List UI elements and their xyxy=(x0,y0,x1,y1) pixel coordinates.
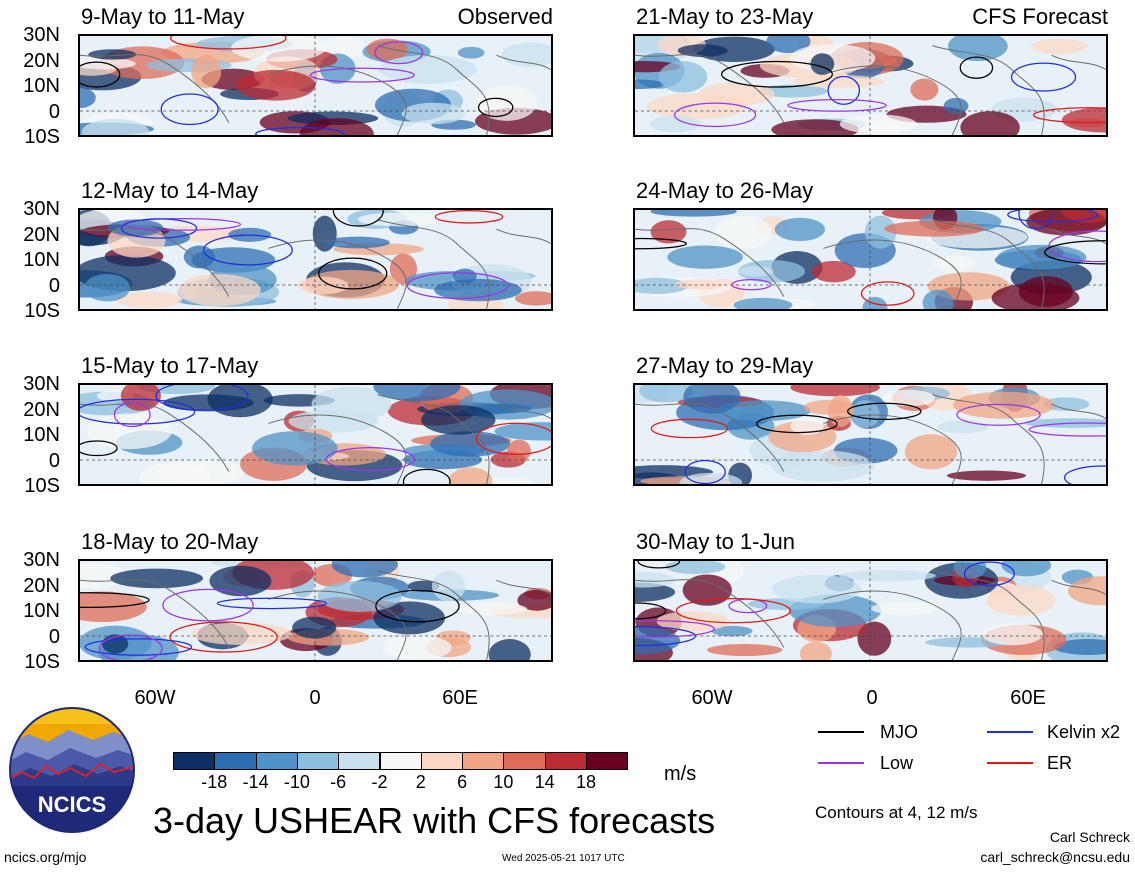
y-tick-label: 0 xyxy=(48,625,60,648)
y-tick-label: 10N xyxy=(23,75,60,97)
legend-mjo-line xyxy=(818,731,864,733)
legend-low-label: Low xyxy=(880,753,914,773)
y-tick-label: 30N xyxy=(23,373,60,395)
y-tick-label: 30N xyxy=(23,198,60,220)
y-tick-label: 10S xyxy=(24,300,60,322)
y-tick-label: 20N xyxy=(23,223,60,246)
author-name: Carl Schreck xyxy=(1049,829,1130,845)
y-tick-label: 10N xyxy=(23,424,60,446)
map-area xyxy=(633,208,1108,311)
legend-kelvin-line xyxy=(987,731,1033,733)
panel-title: 9-May to 11-May xyxy=(81,4,245,29)
y-tick-label: 0 xyxy=(48,449,60,472)
y-tick-label: 10N xyxy=(23,249,60,271)
map-area xyxy=(633,383,1108,486)
y-tick-label: 10N xyxy=(23,600,60,622)
y-tick-label: 20N xyxy=(23,49,60,72)
main-title: 3-day USHEAR with CFS forecasts xyxy=(153,800,716,841)
y-tick-label: 10S xyxy=(24,126,60,148)
panel-title: 27-May to 29-May xyxy=(636,353,814,378)
panel-title: 30-May to 1-Jun xyxy=(636,529,795,554)
y-tick-label: 0 xyxy=(48,274,60,297)
colorbar-unit: m/s xyxy=(664,763,697,785)
map-area xyxy=(633,34,1108,137)
author-email: carl_schreck@ncsu.edu xyxy=(980,849,1130,865)
y-tick-label: 20N xyxy=(23,398,60,421)
colorbar-tick-label: -18 xyxy=(201,772,228,792)
x-tick-60e-left: 60E xyxy=(442,687,478,709)
logo-text: NCICS xyxy=(38,792,106,817)
map-area xyxy=(633,559,1108,662)
map-panel-6: 27-May to 29-May xyxy=(633,353,1108,486)
colorbar-cell xyxy=(296,752,340,770)
map-panel-3: 12-May to 14-May xyxy=(78,178,553,311)
x-tick-60e-right: 60E xyxy=(1010,687,1046,709)
colorbar-tick-label: 6 xyxy=(457,772,468,792)
contours-note: Contours at 4, 12 m/s xyxy=(815,803,978,822)
panel-title: 18-May to 20-May xyxy=(81,529,259,554)
colorbar-cell xyxy=(586,752,629,770)
x-tick-0-right: 0 xyxy=(866,687,878,709)
colorbar-cell xyxy=(173,752,216,770)
map-panel-1: 9-May to 11-May Observed xyxy=(78,4,553,137)
legend-low-line xyxy=(818,762,864,764)
panel-title: 21-May to 23-May xyxy=(636,4,814,29)
map-panel-2: 21-May to 23-May CFS Forecast xyxy=(633,4,1108,137)
map-area xyxy=(78,383,553,486)
y-tick-label: 0 xyxy=(48,100,60,123)
map-panel-8: 30-May to 1-Jun xyxy=(633,529,1108,662)
colorbar-tick-label: 10 xyxy=(493,772,514,792)
colorbar-cell xyxy=(214,752,257,770)
colorbar-cell xyxy=(420,752,464,770)
panel-title: 12-May to 14-May xyxy=(81,178,259,203)
colorbar-tick-label: 18 xyxy=(575,772,597,792)
colorbar-tick-label: -14 xyxy=(242,772,269,792)
map-panel-5: 15-May to 17-May xyxy=(78,353,553,486)
y-tick-label: 30N xyxy=(23,549,60,571)
x-tick-0-left: 0 xyxy=(309,687,321,709)
site-url: ncics.org/mjo xyxy=(4,849,87,865)
map-area xyxy=(78,34,553,137)
panel-title: 15-May to 17-May xyxy=(81,353,259,378)
x-tick-60w-left: 60W xyxy=(134,687,176,709)
legend-mjo-label: MJO xyxy=(880,722,918,742)
y-tick-label: 10S xyxy=(24,651,60,673)
map-area xyxy=(78,208,553,311)
legend-kelvin-label: Kelvin x2 xyxy=(1047,722,1121,742)
timestamp: Wed 2025-05-21 1017 UTC xyxy=(502,853,625,864)
colorbar-cell xyxy=(255,752,298,770)
colorbar-cell xyxy=(379,752,422,770)
colorbar-tick-label: -2 xyxy=(371,772,388,792)
ncics-logo: NCICS xyxy=(8,706,136,834)
colorbar-tick-label: 2 xyxy=(415,772,426,792)
y-tick-label: 30N xyxy=(23,24,60,46)
y-tick-label: 10S xyxy=(24,475,60,497)
map-panel-7: 18-May to 20-May xyxy=(78,529,553,662)
colorbar-cell xyxy=(544,752,587,770)
legend-er-line xyxy=(987,762,1033,764)
colorbar-tick-label: -6 xyxy=(330,772,347,792)
x-tick-60w-right: 60W xyxy=(691,687,733,709)
colorbar-tick-label: -10 xyxy=(283,772,310,792)
colorbar-cell xyxy=(338,752,381,770)
panel-tag: Observed xyxy=(457,4,553,29)
y-tick-label: 20N xyxy=(23,574,60,597)
map-area xyxy=(78,559,553,662)
panel-tag: CFS Forecast xyxy=(972,4,1108,29)
colorbar-tick-label: 14 xyxy=(534,772,555,792)
panel-title: 24-May to 26-May xyxy=(636,178,814,203)
legend-er-label: ER xyxy=(1047,753,1073,773)
map-panel-4: 24-May to 26-May xyxy=(633,178,1108,311)
colorbar-cell xyxy=(462,752,505,770)
colorbar-cell xyxy=(503,752,546,770)
